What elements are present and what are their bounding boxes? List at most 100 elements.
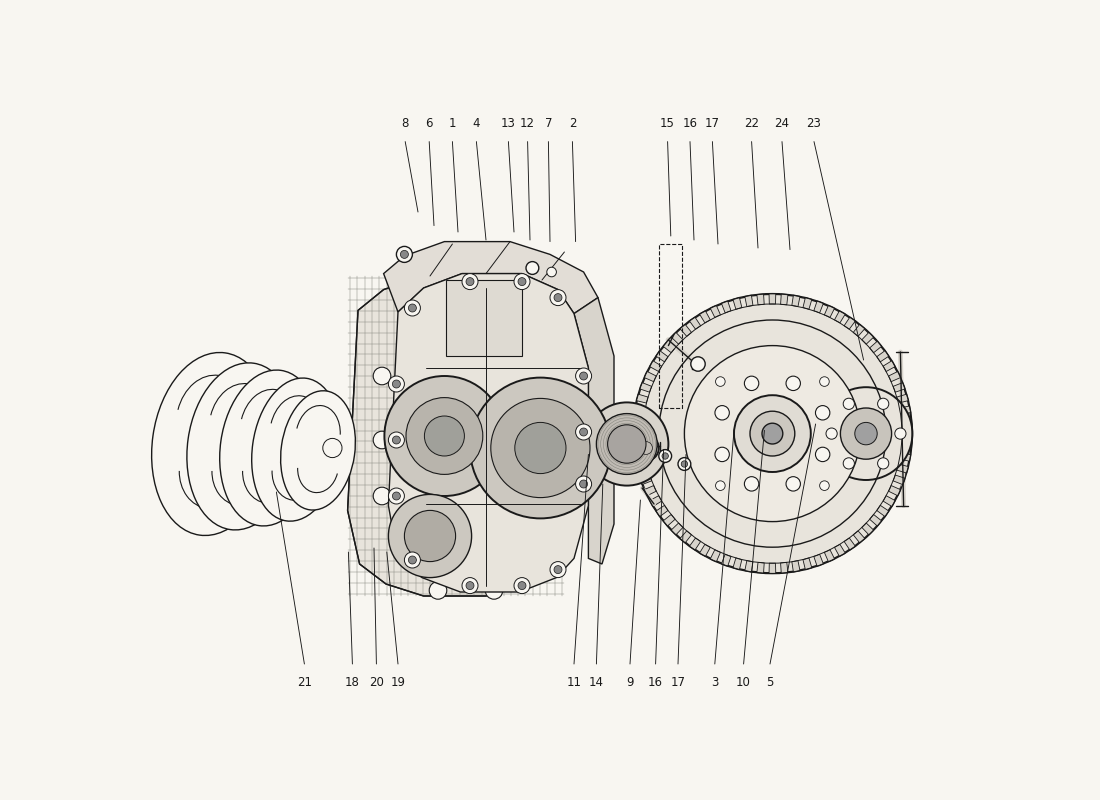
Text: 3: 3 xyxy=(711,676,718,689)
Circle shape xyxy=(550,290,566,306)
Circle shape xyxy=(514,274,530,290)
Polygon shape xyxy=(781,294,788,305)
Polygon shape xyxy=(645,486,657,496)
Circle shape xyxy=(414,555,431,573)
Circle shape xyxy=(750,411,795,456)
Text: 2: 2 xyxy=(569,117,576,130)
Polygon shape xyxy=(757,562,764,574)
Text: 14: 14 xyxy=(588,676,604,689)
Circle shape xyxy=(662,453,669,459)
Circle shape xyxy=(596,414,657,474)
Circle shape xyxy=(518,278,526,286)
Polygon shape xyxy=(632,430,642,437)
Polygon shape xyxy=(690,317,701,330)
Text: 19: 19 xyxy=(390,676,406,689)
Circle shape xyxy=(393,492,400,500)
Circle shape xyxy=(396,246,412,262)
Circle shape xyxy=(634,294,912,573)
Circle shape xyxy=(554,294,562,302)
Polygon shape xyxy=(640,382,651,392)
Text: 16: 16 xyxy=(682,117,697,130)
Polygon shape xyxy=(824,550,835,562)
Circle shape xyxy=(878,458,889,469)
Polygon shape xyxy=(901,418,912,426)
Polygon shape xyxy=(645,371,657,382)
Polygon shape xyxy=(690,538,701,550)
Polygon shape xyxy=(900,453,911,462)
Ellipse shape xyxy=(152,353,273,535)
Polygon shape xyxy=(896,394,909,403)
Circle shape xyxy=(575,368,592,384)
Polygon shape xyxy=(632,442,644,449)
Circle shape xyxy=(514,555,531,573)
Text: 24: 24 xyxy=(774,117,790,130)
Circle shape xyxy=(405,510,455,562)
Text: 5: 5 xyxy=(767,676,773,689)
Circle shape xyxy=(485,273,503,290)
Circle shape xyxy=(786,477,801,491)
Circle shape xyxy=(462,274,478,290)
Text: 20: 20 xyxy=(368,676,384,689)
Polygon shape xyxy=(384,242,598,314)
Circle shape xyxy=(659,450,672,462)
Polygon shape xyxy=(824,306,835,318)
Circle shape xyxy=(815,406,829,420)
Polygon shape xyxy=(634,406,646,414)
Text: 6: 6 xyxy=(426,117,433,130)
Polygon shape xyxy=(680,531,692,543)
Text: 7: 7 xyxy=(544,117,552,130)
Polygon shape xyxy=(893,382,905,392)
Polygon shape xyxy=(769,563,776,574)
Text: 22: 22 xyxy=(744,117,759,130)
Circle shape xyxy=(388,488,405,504)
Polygon shape xyxy=(814,554,824,566)
Circle shape xyxy=(716,377,725,386)
Text: 11: 11 xyxy=(566,676,582,689)
Circle shape xyxy=(429,582,447,599)
Circle shape xyxy=(585,402,669,486)
Text: 8: 8 xyxy=(402,117,409,130)
Text: 17: 17 xyxy=(705,117,719,130)
Circle shape xyxy=(515,422,566,474)
Circle shape xyxy=(550,562,566,578)
Circle shape xyxy=(607,425,646,463)
Circle shape xyxy=(678,458,691,470)
Polygon shape xyxy=(883,361,895,371)
Text: 21: 21 xyxy=(297,676,312,689)
Circle shape xyxy=(491,398,590,498)
Circle shape xyxy=(405,552,420,568)
Text: 10: 10 xyxy=(736,676,751,689)
Polygon shape xyxy=(854,531,865,543)
Circle shape xyxy=(466,278,474,286)
Circle shape xyxy=(894,428,906,439)
Polygon shape xyxy=(671,523,683,535)
Circle shape xyxy=(681,461,688,467)
Polygon shape xyxy=(671,332,683,344)
Polygon shape xyxy=(889,371,901,382)
Polygon shape xyxy=(663,341,675,353)
Text: 16: 16 xyxy=(648,676,663,689)
Circle shape xyxy=(518,582,526,590)
Polygon shape xyxy=(854,324,865,336)
Circle shape xyxy=(466,582,474,590)
Polygon shape xyxy=(769,294,776,304)
Circle shape xyxy=(715,447,729,462)
Polygon shape xyxy=(861,332,873,344)
Circle shape xyxy=(514,578,530,594)
Polygon shape xyxy=(656,350,668,362)
Circle shape xyxy=(745,477,759,491)
Circle shape xyxy=(408,304,417,312)
Circle shape xyxy=(373,367,390,385)
Polygon shape xyxy=(893,475,905,485)
Polygon shape xyxy=(803,298,812,310)
Circle shape xyxy=(551,367,569,385)
Polygon shape xyxy=(835,544,845,557)
Circle shape xyxy=(388,494,472,578)
Polygon shape xyxy=(902,430,912,437)
Circle shape xyxy=(384,376,505,496)
Polygon shape xyxy=(680,324,692,336)
Circle shape xyxy=(373,487,390,505)
Polygon shape xyxy=(883,496,895,506)
Circle shape xyxy=(786,376,801,390)
Circle shape xyxy=(551,431,569,449)
